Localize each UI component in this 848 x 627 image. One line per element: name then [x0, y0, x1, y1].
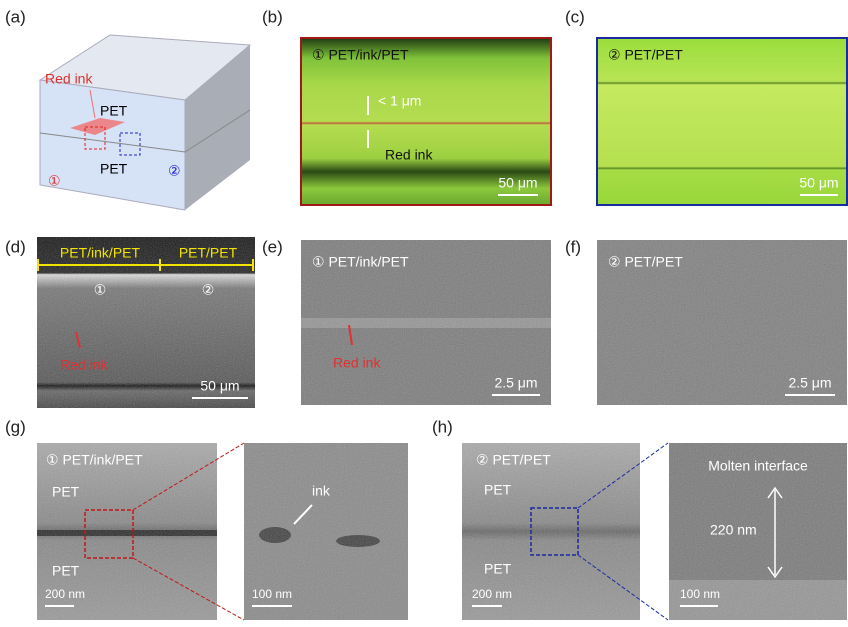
- panel-label: (e): [262, 237, 283, 256]
- label: PET: [52, 563, 80, 579]
- zoom-line: [132, 557, 245, 621]
- arrow: [348, 324, 353, 346]
- label: Red ink: [45, 71, 93, 87]
- arrow-head: [767, 486, 783, 499]
- optical-image: [300, 37, 552, 206]
- region-2: [119, 132, 141, 156]
- arrow: [89, 89, 96, 119]
- image-title: ② PET/PET: [608, 47, 683, 63]
- label: PET: [484, 561, 512, 577]
- scale-label: 200 nm: [472, 587, 512, 601]
- texture: [462, 443, 640, 620]
- label: ink: [312, 483, 331, 499]
- arrow: [75, 331, 81, 349]
- label: PET: [52, 484, 80, 500]
- region-1: [84, 126, 106, 150]
- marker: ②: [168, 163, 181, 179]
- panel-label: (f): [565, 237, 581, 256]
- image-title: ② PET/PET: [476, 452, 551, 468]
- image-title: ① PET/ink/PET: [312, 254, 409, 270]
- texture: [300, 239, 552, 406]
- texture: [596, 239, 848, 406]
- panel-label: (h): [432, 417, 453, 436]
- zoom-line: [577, 442, 669, 509]
- image-title: ① PET/ink/PET: [46, 452, 143, 468]
- zoom-line: [132, 442, 245, 511]
- optical-image: [596, 37, 848, 206]
- interface: [39, 109, 251, 153]
- scale-label: 100 nm: [252, 587, 292, 601]
- scale-label: 50 μm: [498, 175, 537, 191]
- texture: [37, 443, 217, 620]
- label: 220 nm: [710, 522, 757, 538]
- label: Red ink: [385, 147, 433, 163]
- label: PET/ink/PET: [60, 245, 141, 261]
- label: PET: [100, 103, 128, 119]
- panel-label: (b): [262, 7, 283, 26]
- panel-label: (d): [5, 237, 26, 256]
- arrow-head: [767, 566, 783, 579]
- scale-label: 200 nm: [45, 587, 85, 601]
- label: PET: [100, 161, 128, 177]
- image-title: ② PET/PET: [608, 254, 683, 270]
- label: PET/PET: [179, 245, 238, 261]
- box-side: [185, 45, 250, 210]
- zoom-line: [577, 554, 669, 621]
- texture: [668, 442, 848, 621]
- scale-label: 2.5 μm: [788, 375, 831, 391]
- box-front: [39, 79, 186, 211]
- image-title: ① PET/ink/PET: [312, 47, 409, 63]
- label: < 1 μm: [378, 93, 421, 109]
- scale-label: 50 μm: [200, 378, 239, 394]
- label: PET: [484, 482, 512, 498]
- scale-label: 50 μm: [799, 175, 838, 191]
- panel-label: (a): [5, 7, 26, 26]
- label: Red ink: [60, 357, 108, 373]
- label: Molten interface: [708, 458, 808, 474]
- marker: ①: [48, 173, 61, 189]
- panel-label: (c): [565, 7, 585, 26]
- scale-label: 100 nm: [680, 587, 720, 601]
- zoom-box: [84, 509, 134, 559]
- panel-label: (g): [5, 417, 26, 436]
- texture: [243, 442, 409, 621]
- zoom-box: [530, 507, 579, 556]
- label: Red ink: [333, 355, 381, 371]
- marker: ②: [202, 282, 215, 298]
- scale-label: 2.5 μm: [494, 375, 537, 391]
- marker: ①: [94, 282, 107, 298]
- arrow: [293, 504, 313, 525]
